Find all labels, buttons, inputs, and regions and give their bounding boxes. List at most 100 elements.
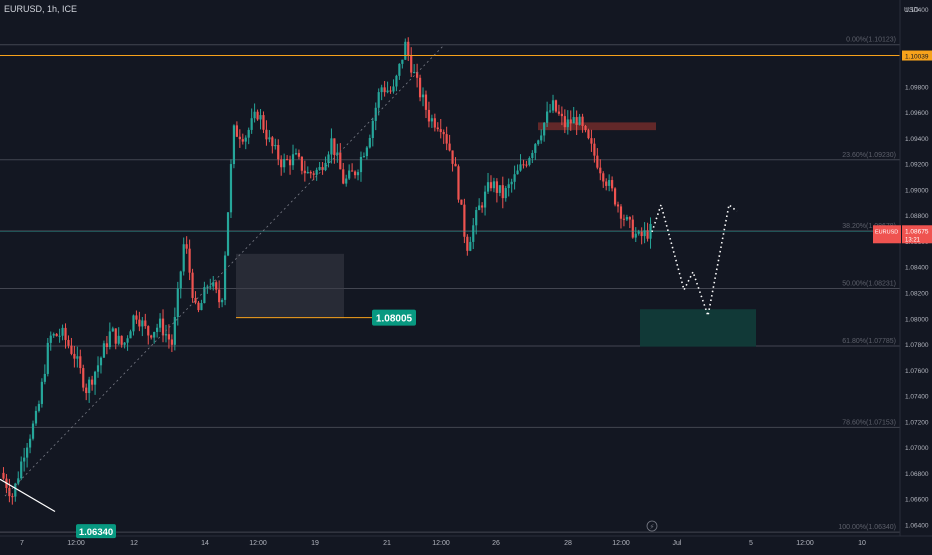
price-tick: 1.07600 [905, 368, 929, 375]
candle [433, 118, 436, 128]
candle [226, 212, 230, 256]
candle [117, 335, 120, 344]
candle [191, 272, 194, 298]
symbol-title[interactable]: EURUSD, 1h, ICE [4, 4, 78, 14]
candle [599, 167, 602, 174]
candle [439, 129, 442, 132]
candle [398, 63, 401, 76]
candle [628, 217, 631, 220]
candle [608, 180, 611, 186]
candle [605, 181, 608, 186]
candle [318, 167, 321, 170]
currency-label: USD [904, 7, 919, 14]
candle [232, 125, 236, 165]
time-tick: 10 [858, 540, 866, 547]
candle [209, 286, 212, 288]
supply-zone[interactable] [538, 122, 656, 131]
fib-label: 61.80%(1.07785) [842, 338, 896, 345]
price-tick: 1.10400 [905, 7, 929, 14]
candle [194, 297, 197, 303]
candle [327, 154, 330, 163]
candle [82, 368, 85, 388]
candle [31, 423, 35, 439]
candle [578, 116, 581, 125]
candle [413, 71, 416, 73]
candle [141, 320, 144, 327]
candle [91, 379, 94, 385]
candle [336, 152, 339, 156]
candle [14, 483, 17, 497]
lightning-icon[interactable] [646, 520, 658, 532]
candle [483, 191, 487, 208]
candle [540, 135, 543, 141]
candle [534, 144, 537, 153]
candle [173, 317, 176, 345]
candle [557, 111, 561, 114]
price-axis-panel[interactable] [900, 0, 932, 550]
range-box[interactable] [236, 253, 344, 319]
candle [294, 153, 298, 155]
candle [510, 181, 513, 185]
candle [11, 496, 14, 498]
candle [288, 159, 292, 166]
candle [102, 343, 106, 358]
price-tick: 1.08800 [905, 213, 929, 220]
candle [206, 286, 209, 288]
candle [525, 164, 528, 166]
resistance-tag-bg [902, 50, 932, 61]
candle [49, 335, 52, 343]
candle [410, 55, 413, 73]
candle [634, 233, 637, 238]
candle [259, 115, 262, 120]
candle [421, 94, 425, 98]
last-price-text: 1.08675 [905, 228, 929, 235]
candle [596, 155, 599, 168]
candle [371, 120, 374, 138]
candle [389, 90, 392, 92]
candle [309, 171, 312, 174]
candle [61, 327, 64, 336]
time-tick: 5 [749, 540, 753, 547]
candle [362, 156, 366, 158]
candle [457, 166, 460, 200]
candle [200, 303, 203, 311]
time-axis-panel[interactable] [0, 536, 932, 550]
candle [23, 457, 26, 462]
candle [28, 438, 32, 448]
level-tag-lower[interactable]: 1.06340 [76, 524, 116, 539]
candle [188, 248, 191, 273]
candle [501, 185, 504, 199]
candle [593, 143, 596, 156]
candle [321, 167, 324, 171]
candle [463, 204, 466, 237]
demand-zone[interactable] [640, 309, 756, 347]
candle [374, 107, 377, 121]
candle [85, 387, 88, 394]
candle [34, 410, 38, 424]
candle [537, 140, 540, 145]
candle [392, 86, 395, 92]
candle [342, 169, 345, 184]
candle [466, 236, 469, 251]
candle [572, 117, 575, 124]
time-tick: 19 [311, 540, 319, 547]
candle [268, 137, 271, 140]
trend-line[interactable] [0, 478, 56, 513]
candle [472, 225, 475, 242]
last-price-tag[interactable]: EURUSD 1.08675 13:21 [873, 225, 932, 244]
candle [46, 342, 49, 374]
candle [616, 204, 620, 207]
candle [418, 77, 422, 98]
candle [365, 147, 368, 157]
candle [356, 172, 360, 176]
candle [569, 119, 572, 124]
candle [111, 328, 114, 332]
level-tag-upper[interactable]: 1.08005 [372, 309, 416, 326]
time-tick: 12:00 [249, 540, 267, 547]
price-tick: 1.06400 [905, 522, 929, 529]
resistance-price-tag[interactable]: 1.10039 [902, 50, 932, 61]
candle [519, 164, 522, 171]
candle [377, 92, 380, 108]
